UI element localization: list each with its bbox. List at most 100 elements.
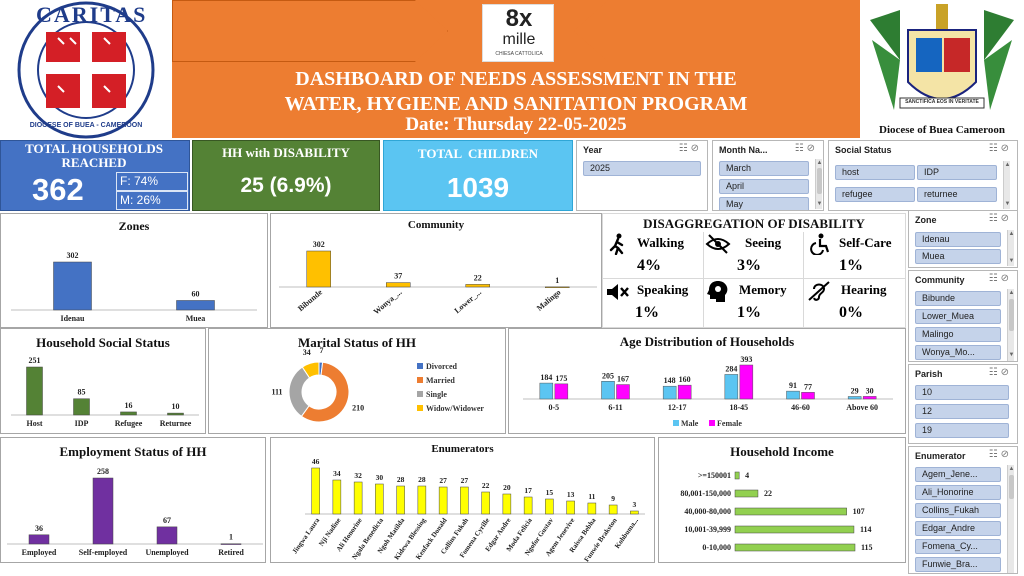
social-status-chart-panel: Household Social Status 251 Host 85 IDP 16 Re… — [0, 328, 206, 434]
slicer-enumerator-item[interactable]: Collins_Fukah — [915, 503, 1001, 518]
data-label: 46 — [312, 457, 320, 466]
slicer-enumerator-scrollbar[interactable]: ▲ — [1007, 465, 1014, 573]
slicer-zone[interactable]: Zone ☷ ⊘ Idenau Muea ▲ ▼ — [908, 210, 1018, 268]
data-label: 20 — [503, 483, 511, 492]
slicer-month-item[interactable]: March — [719, 161, 809, 176]
data-label: 205 — [602, 371, 614, 380]
slicer-parish-item[interactable]: 12 — [915, 404, 1009, 419]
community-chart: 302 Bibunde 37 Wonya_... 22 Lower_... 1 Malingo — [279, 240, 597, 317]
slicer-enumerator[interactable]: Enumerator ☷ ⊘ Agem_Jene... Ali_Honorine… — [908, 446, 1018, 574]
data-label: 67 — [163, 516, 171, 525]
slicer-enumerator-item[interactable]: Edgar_Andre — [915, 521, 1001, 536]
bar-female — [554, 383, 569, 400]
slicer-community-item[interactable]: Lower_Muea — [915, 309, 1001, 324]
kpi-children-label: TOTAL CHILDREN — [417, 146, 539, 161]
slicer-zone-scrollbar[interactable]: ▲ ▼ — [1007, 230, 1015, 266]
data-label: 36 — [35, 524, 43, 533]
slicer-community-item[interactable]: Wonya_Mo... — [915, 345, 1001, 360]
slicer-enumerator-icons[interactable]: ☷ ⊘ — [988, 449, 1009, 460]
slicer-month-icons[interactable]: ☷ ⊘ — [794, 143, 815, 154]
slicer-social-item[interactable]: host — [835, 165, 915, 180]
slicer-enumerator-item[interactable]: Agem_Jene... — [915, 467, 1001, 482]
slicer-enumerator-item[interactable]: Funwie_Bra... — [915, 557, 1001, 572]
slicer-month-item[interactable]: April — [719, 179, 809, 194]
data-label: 16 — [125, 401, 133, 410]
slicer-zone-item[interactable]: Idenau — [915, 232, 1001, 247]
kpi-male-pct: M: 26% — [116, 191, 188, 210]
slicer-parish-icons[interactable]: ☷ ⊘ — [988, 367, 1009, 378]
data-label: 9 — [611, 494, 615, 503]
bar — [481, 491, 490, 515]
age-chart-panel: Age Distribution of Households 184 175 0-5… — [508, 328, 906, 434]
slicer-parish-item[interactable]: 10 — [915, 385, 1009, 400]
slicer-social-item[interactable]: returnee — [917, 187, 997, 202]
slicer-enumerator-item[interactable]: Ali_Honorine — [915, 485, 1001, 500]
slicer-community-item[interactable]: Malingo — [915, 327, 1001, 342]
bar — [566, 500, 575, 515]
bar — [545, 286, 570, 288]
slicer-parish[interactable]: Parish ☷ ⊘ 10 12 19 — [908, 364, 1018, 444]
kpi-disability-label: HH with DISABILITY — [222, 145, 350, 160]
slicer-month-item[interactable]: May — [719, 197, 809, 210]
data-label: 32 — [354, 471, 362, 480]
slicer-year-icons[interactable]: ☷ ⊘ — [678, 143, 699, 154]
slicer-social-scrollbar[interactable]: ▲ ▼ — [1003, 161, 1011, 209]
caritas-logo-text: CARITAS — [36, 2, 148, 27]
slicer-year[interactable]: Year ☷ ⊘ 2025 — [576, 140, 708, 211]
bar-male — [786, 390, 800, 400]
community-chart-panel: Community 302 Bibunde 37 Wonya_... 22 Lower_.… — [270, 213, 602, 328]
community-chart-title: Community — [407, 219, 465, 231]
bar — [460, 486, 469, 515]
slicer-social-item[interactable]: refugee — [835, 187, 915, 202]
data-label: 3 — [633, 500, 637, 509]
category-label: Malingo — [535, 288, 563, 313]
slicer-zone-item[interactable]: Muea — [915, 249, 1001, 264]
bar — [332, 479, 342, 515]
slicer-month-scrollbar[interactable]: ▲ ▼ — [815, 159, 823, 209]
bar — [608, 504, 618, 515]
zones-chart-title: Zones — [118, 219, 150, 233]
income-chart-panel: Household Income >=150001 4 80,001-150,000… — [658, 437, 906, 563]
slicer-enumerator-item[interactable]: Fomena_Cy... — [915, 539, 1001, 554]
bar-male — [601, 381, 615, 400]
category-label: Unemployed — [145, 548, 189, 557]
bar-female — [677, 384, 692, 400]
category-label: Returnee — [160, 419, 192, 428]
data-label: 11 — [588, 492, 595, 501]
data-label: 91 — [789, 381, 797, 390]
dashboard-title-line1: DASHBOARD OF NEEDS ASSESSMENT IN THE — [295, 68, 737, 90]
category-label: 40,000-80,000 — [684, 507, 731, 516]
bar-female — [739, 364, 754, 400]
marital-chart: 7 210 111 34 Divorced Married Single Widow/Wido… — [271, 346, 484, 423]
category-label: 80,001-150,000 — [680, 489, 731, 498]
slicer-community-scrollbar[interactable]: ▲ ▼ — [1007, 289, 1014, 361]
slicer-month-title: Month Na... — [719, 145, 768, 155]
data-label: 60 — [192, 289, 200, 298]
category-label: Refugee — [115, 419, 143, 428]
diocese-caption: Diocese of Buea Cameroon — [879, 124, 1005, 136]
legend-swatch — [417, 405, 423, 411]
disability-value: 4% — [637, 257, 661, 274]
category-label: Wonya_... — [372, 288, 404, 317]
data-label: 17 — [524, 486, 532, 495]
slicer-year-item[interactable]: 2025 — [583, 161, 701, 176]
legend-label: Female — [717, 419, 742, 428]
bar — [120, 411, 137, 416]
zones-chart: 302 Idenau 60 Muea — [11, 251, 257, 323]
legend-label: Married — [426, 376, 455, 385]
bar — [167, 412, 184, 416]
slicer-community-item[interactable]: Bibunde — [915, 291, 1001, 306]
slicer-parish-item[interactable]: 19 — [915, 423, 1009, 438]
slicer-community[interactable]: Community ☷ ⊘ Bibunde Lower_Muea Malingo… — [908, 270, 1018, 362]
slicer-social-status[interactable]: Social Status ☷ ⊘ host IDP refugee retur… — [828, 140, 1018, 211]
bar-female — [862, 396, 877, 400]
bar — [523, 496, 533, 515]
slicer-social-item[interactable]: IDP — [917, 165, 997, 180]
slicer-social-icons[interactable]: ☷ ⊘ — [988, 143, 1009, 154]
slicer-month[interactable]: Month Na... ☷ ⊘ March April May ▲ ▼ — [712, 140, 824, 211]
slicer-community-icons[interactable]: ☷ ⊘ — [988, 273, 1009, 284]
slicer-zone-icons[interactable]: ☷ ⊘ — [988, 213, 1009, 224]
age-chart-title: Age Distribution of Households — [619, 334, 795, 349]
